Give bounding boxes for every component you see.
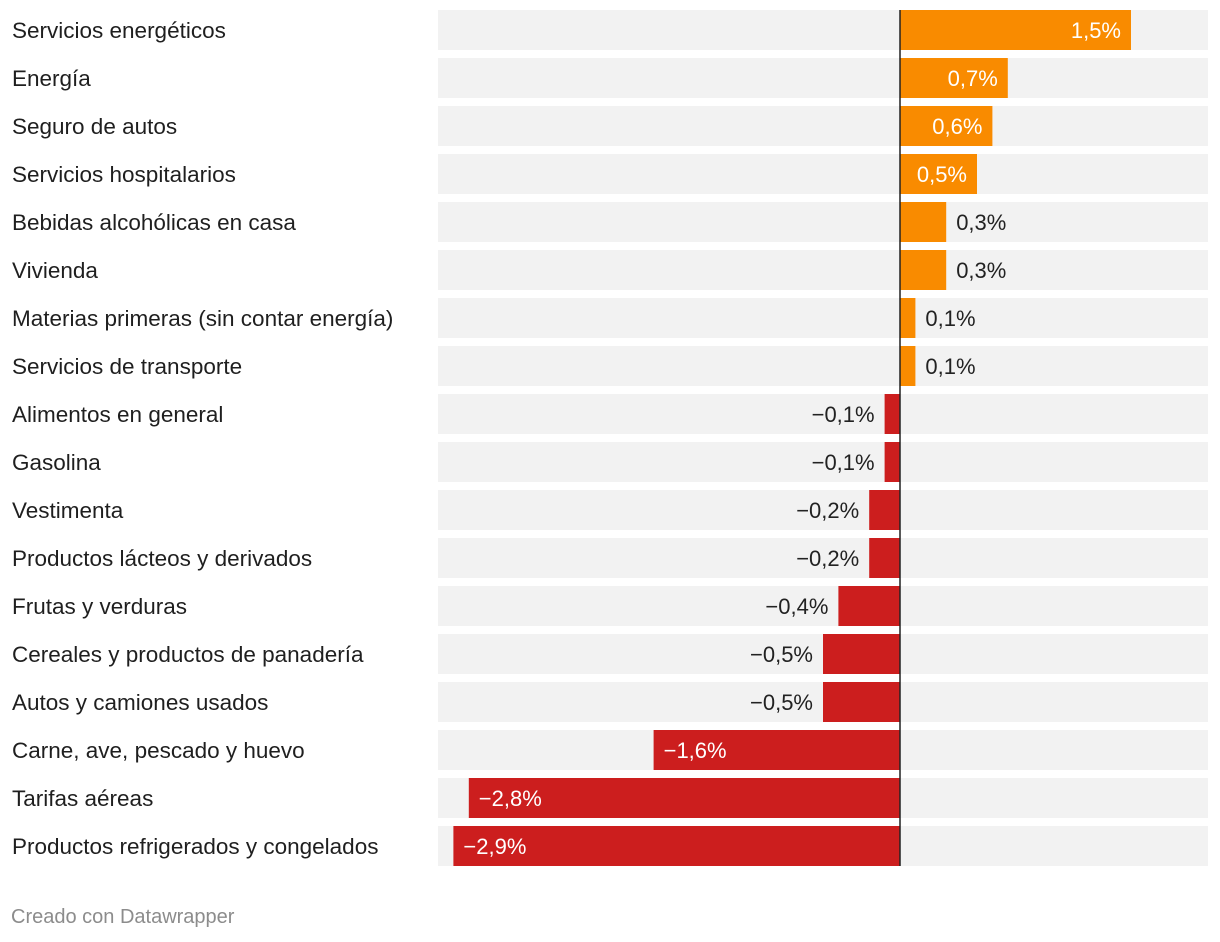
bar-servicios-hospitalarios[interactable]	[900, 154, 977, 194]
category-label-productos-refrigerados-y-congelados: Productos refrigerados y congelados	[12, 834, 378, 859]
bar-materias-primeras-sin-contar-energia[interactable]	[900, 298, 916, 338]
value-label-bebidas-alcoholicas-en-casa: 0,3%	[956, 210, 1006, 235]
value-label-gasolina: −0,1%	[812, 450, 875, 475]
category-label-carne-ave-pescado-y-huevo: Carne, ave, pescado y huevo	[12, 738, 305, 763]
bar-track-servicios-hospitalarios	[438, 154, 1208, 194]
category-label-seguro-de-autos: Seguro de autos	[12, 114, 177, 139]
value-label-vivienda: 0,3%	[956, 258, 1006, 283]
category-label-servicios-hospitalarios: Servicios hospitalarios	[12, 162, 236, 187]
value-label-productos-refrigerados-y-congelados: −2,9%	[463, 834, 526, 859]
category-label-alimentos-en-general: Alimentos en general	[12, 402, 223, 427]
bar-productos-refrigerados-y-congelados[interactable]	[453, 826, 900, 866]
value-label-carne-ave-pescado-y-huevo: −1,6%	[664, 738, 727, 763]
bar-vestimenta[interactable]	[869, 490, 900, 530]
category-label-frutas-y-verduras: Frutas y verduras	[12, 594, 187, 619]
category-label-materias-primeras-sin-contar-energia: Materias primeras (sin contar energía)	[12, 306, 393, 331]
value-label-servicios-hospitalarios: 0,5%	[917, 162, 967, 187]
category-label-cereales-y-productos-de-panaderia: Cereales y productos de panadería	[12, 642, 364, 667]
bar-track-bebidas-alcoholicas-en-casa	[438, 202, 1208, 242]
bar-track-productos-lacteos-y-derivados	[438, 538, 1208, 578]
category-label-gasolina: Gasolina	[12, 450, 101, 475]
category-label-tarifas-aereas: Tarifas aéreas	[12, 786, 153, 811]
bar-gasolina[interactable]	[884, 442, 900, 482]
bar-tarifas-aereas[interactable]	[468, 778, 900, 818]
category-label-energia: Energía	[12, 66, 91, 91]
bar-bebidas-alcoholicas-en-casa[interactable]	[900, 202, 947, 242]
bar-track-servicios-de-transporte	[438, 346, 1208, 386]
bar-vivienda[interactable]	[900, 250, 947, 290]
value-label-tarifas-aereas: −2,8%	[479, 786, 542, 811]
bar-productos-lacteos-y-derivados[interactable]	[869, 538, 900, 578]
bar-track-seguro-de-autos	[438, 106, 1208, 146]
bar-autos-y-camiones-usados[interactable]	[823, 682, 900, 722]
bar-track-gasolina	[438, 442, 1208, 482]
bar-alimentos-en-general[interactable]	[884, 394, 900, 434]
bar-servicios-de-transporte[interactable]	[900, 346, 916, 386]
bar-track-alimentos-en-general	[438, 394, 1208, 434]
bar-chart: Servicios energéticos 1,5% Energía 0,7% Segu…	[12, 10, 1208, 866]
bar-energia[interactable]	[900, 58, 1008, 98]
value-label-servicios-de-transporte: 0,1%	[925, 354, 975, 379]
value-label-materias-primeras-sin-contar-energia: 0,1%	[925, 306, 975, 331]
value-label-autos-y-camiones-usados: −0,5%	[750, 690, 813, 715]
bar-track-frutas-y-verduras	[438, 586, 1208, 626]
bar-servicios-energeticos[interactable]	[900, 10, 1131, 50]
category-label-bebidas-alcoholicas-en-casa: Bebidas alcohólicas en casa	[12, 210, 296, 235]
bar-track-energia	[438, 58, 1208, 98]
value-label-vestimenta: −0,2%	[796, 498, 859, 523]
bar-cereales-y-productos-de-panaderia[interactable]	[823, 634, 900, 674]
bar-seguro-de-autos[interactable]	[900, 106, 993, 146]
footer-credit[interactable]: Creado con Datawrapper	[11, 906, 235, 928]
value-label-cereales-y-productos-de-panaderia: −0,5%	[750, 642, 813, 667]
bar-track-vestimenta	[438, 490, 1208, 530]
bar-carne-ave-pescado-y-huevo[interactable]	[653, 730, 900, 770]
category-label-productos-lacteos-y-derivados: Productos lácteos y derivados	[12, 546, 312, 571]
value-label-energia: 0,7%	[948, 66, 998, 91]
bar-track-vivienda	[438, 250, 1208, 290]
value-label-servicios-energeticos: 1,5%	[1071, 18, 1121, 43]
category-label-vestimenta: Vestimenta	[12, 498, 124, 523]
category-label-vivienda: Vivienda	[12, 258, 98, 283]
value-label-frutas-y-verduras: −0,4%	[765, 594, 828, 619]
value-label-alimentos-en-general: −0,1%	[812, 402, 875, 427]
category-label-servicios-energeticos: Servicios energéticos	[12, 18, 226, 43]
bar-frutas-y-verduras[interactable]	[838, 586, 900, 626]
category-label-autos-y-camiones-usados: Autos y camiones usados	[12, 690, 268, 715]
category-label-servicios-de-transporte: Servicios de transporte	[12, 354, 242, 379]
value-label-seguro-de-autos: 0,6%	[932, 114, 982, 139]
bar-track-materias-primeras-sin-contar-energia	[438, 298, 1208, 338]
value-label-productos-lacteos-y-derivados: −0,2%	[796, 546, 859, 571]
